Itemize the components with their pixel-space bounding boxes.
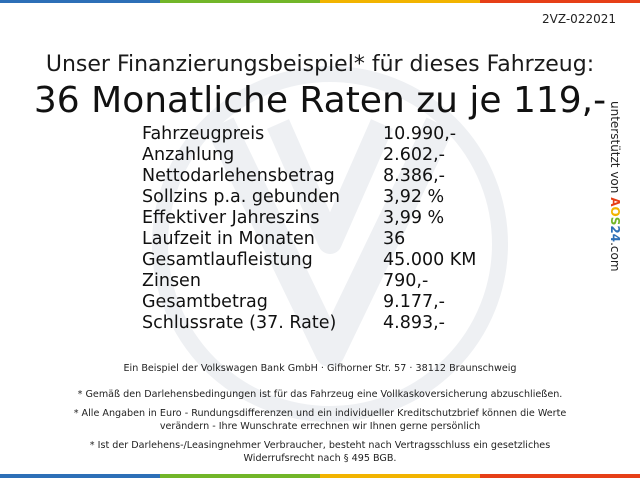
row-label: Effektiver Jahreszins: [142, 208, 320, 228]
row-label: Gesamtlaufleistung: [142, 250, 313, 270]
row-label: Fahrzeugpreis: [142, 124, 265, 144]
consumer-note-line-2: Widerrufsrecht nach § 495 BGB.: [243, 452, 397, 464]
row-label: Sollzins p.a. gebunden: [142, 187, 341, 207]
table-row: Gesamtlaufleistung 45.000 KM: [142, 250, 502, 271]
bottom-color-stripe: [0, 474, 640, 478]
financing-table: Fahrzeugpreis 10.990,- Anzahlung 2.602,- N…: [142, 124, 502, 334]
top-color-stripe: [0, 0, 640, 3]
stripe-segment-blue: [0, 0, 160, 3]
row-label: Anzahlung: [142, 145, 235, 165]
stripe-segment-red: [480, 474, 640, 478]
row-label: Schlussrate (37. Rate): [142, 313, 337, 333]
stripe-segment-yellow: [320, 0, 480, 3]
row-label: Zinsen: [142, 271, 201, 291]
table-row: Zinsen 790,-: [142, 271, 502, 292]
aos24-logo: AOS24: [608, 197, 622, 243]
reference-code: 2VZ-022021: [542, 12, 616, 26]
vw-logo-icon: [152, 66, 508, 422]
table-row: Sollzins p.a. gebunden 3,92 %: [142, 187, 502, 208]
domain-suffix: .com: [608, 242, 622, 272]
row-value: 3,92 %: [383, 187, 445, 207]
footnotes: Ein Beispiel der Volkswagen Bank GmbH · …: [0, 363, 640, 465]
insurance-note: * Gemäß den Darlehensbedingungen ist für…: [77, 388, 563, 400]
stripe-segment-green: [160, 0, 320, 3]
row-value: 2.602,-: [383, 145, 445, 165]
page-title: 36 Monatliche Raten zu je 119,-: [33, 80, 607, 121]
row-value: 790,-: [383, 271, 429, 291]
table-row: Nettodarlehensbetrag 8.386,-: [142, 166, 502, 187]
row-value: 9.177,-: [383, 292, 445, 312]
row-value: 36: [383, 229, 406, 249]
row-value: 10.990,-: [383, 124, 457, 144]
row-label: Nettodarlehensbetrag: [142, 166, 335, 186]
table-row: Anzahlung 2.602,-: [142, 145, 502, 166]
row-value: 8.386,-: [383, 166, 445, 186]
row-label: Gesamtbetrag: [142, 292, 268, 312]
amounts-note-line-1: * Alle Angaben in Euro - Rundungsdiffere…: [73, 408, 567, 419]
row-value: 3,99 %: [383, 208, 445, 228]
row-value: 45.000 KM: [383, 250, 477, 270]
table-row: Effektiver Jahreszins 3,99 %: [142, 208, 502, 229]
headline: Unser Finanzierungsbeispiel* für dieses …: [45, 52, 595, 77]
table-row: Gesamtbetrag 9.177,-: [142, 292, 502, 313]
consumer-note-line-1: * Ist der Darlehens-/Leasingnehmer Verbr…: [89, 440, 551, 451]
row-label: Laufzeit in Monaten: [142, 229, 315, 249]
stripe-segment-green: [160, 474, 320, 478]
table-row: Schlussrate (37. Rate) 4.893,-: [142, 313, 502, 334]
table-row: Laufzeit in Monaten 36: [142, 229, 502, 250]
stripe-segment-yellow: [320, 474, 480, 478]
supported-by-label: unterstützt von AOS24.com: [602, 101, 622, 272]
stripe-segment-red: [480, 0, 640, 3]
supported-by-text: unterstützt von: [608, 101, 622, 194]
row-value: 4.893,-: [383, 313, 445, 333]
stripe-segment-blue: [0, 474, 160, 478]
bank-example-note: Ein Beispiel der Volkswagen Bank GmbH · …: [123, 363, 517, 374]
amounts-note-line-2: verändern - Ihre Wunschrate errechnen wi…: [159, 420, 481, 432]
table-row: Fahrzeugpreis 10.990,-: [142, 124, 502, 145]
